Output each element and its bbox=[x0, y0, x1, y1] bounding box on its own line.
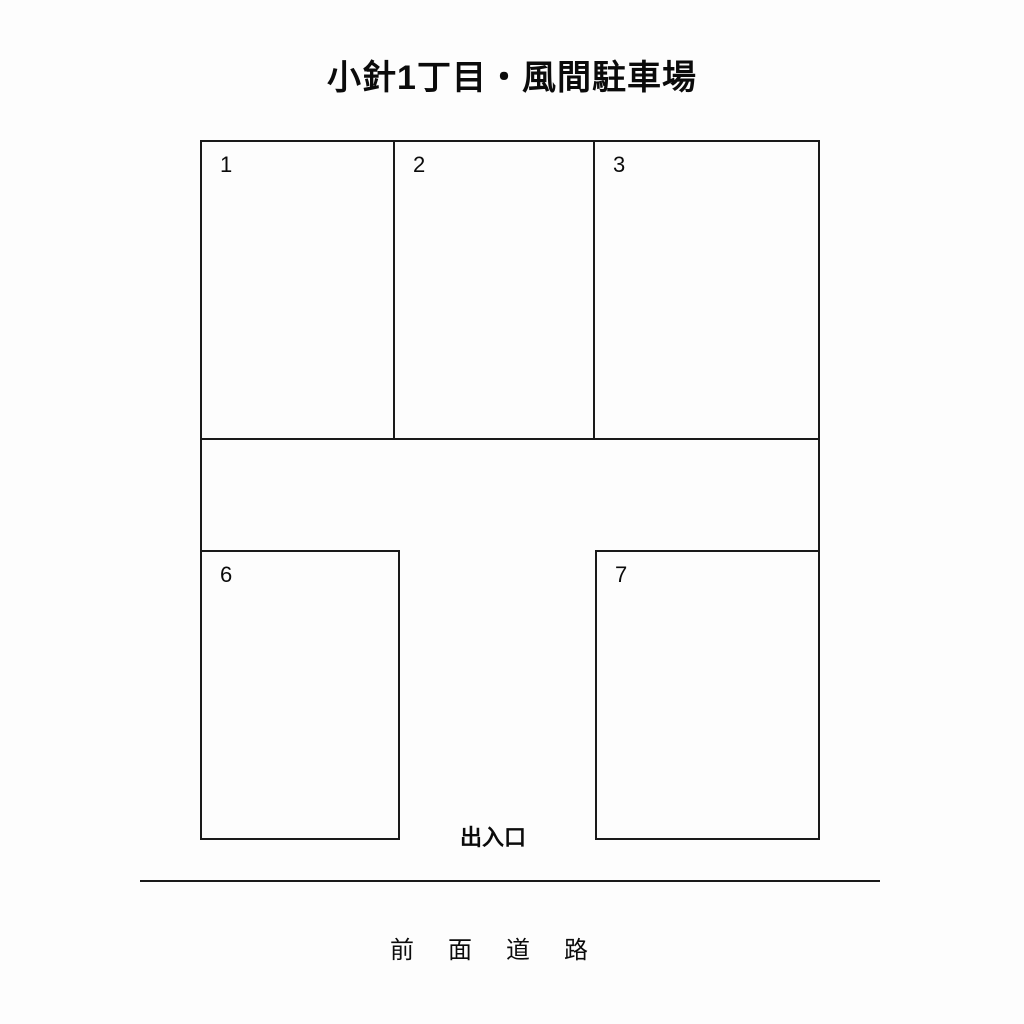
outer-right-mid bbox=[818, 438, 820, 552]
parking-space-label: 6 bbox=[220, 562, 232, 588]
bottom-boundary-line bbox=[140, 880, 880, 882]
road-label: 前面道路 bbox=[390, 930, 622, 965]
parking-space-3: 3 bbox=[593, 140, 820, 440]
parking-space-label: 7 bbox=[615, 562, 627, 588]
diagram-title: 小針1丁目・風間駐車場 bbox=[0, 50, 1024, 99]
parking-space-label: 3 bbox=[613, 152, 625, 178]
parking-space-label: 1 bbox=[220, 152, 232, 178]
parking-space-label: 2 bbox=[413, 152, 425, 178]
outer-left-mid bbox=[200, 438, 202, 552]
entrance-label: 出入口 bbox=[460, 820, 526, 852]
parking-space-6: 6 bbox=[200, 550, 400, 840]
parking-space-2: 2 bbox=[393, 140, 595, 440]
parking-space-1: 1 bbox=[200, 140, 395, 440]
parking-space-7: 7 bbox=[595, 550, 820, 840]
